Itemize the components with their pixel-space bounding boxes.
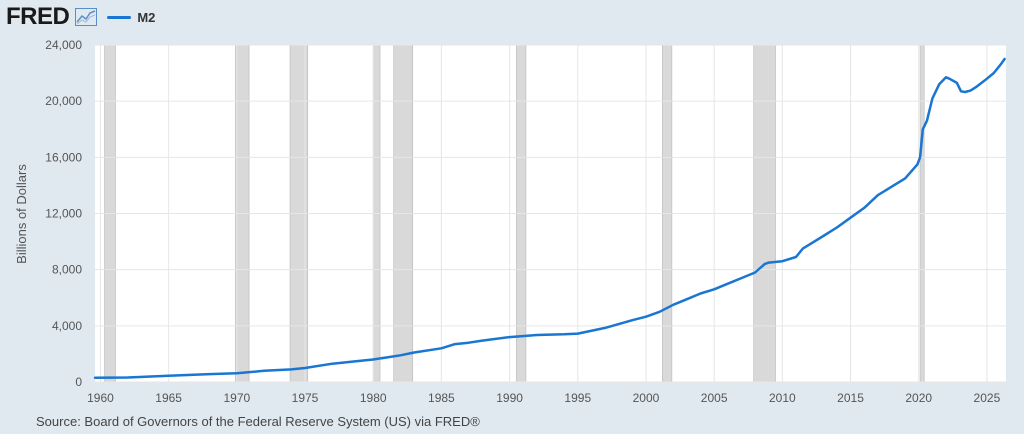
x-tick-label: 1965 xyxy=(155,391,182,405)
x-tick-label: 2015 xyxy=(837,391,864,405)
x-tick-label: 1980 xyxy=(360,391,387,405)
y-tick-label: 16,000 xyxy=(45,150,82,164)
y-axis-ticks: 0 4,000 8,000 12,000 16,000 20,000 24,000 xyxy=(45,38,82,389)
x-tick-label: 2005 xyxy=(701,391,728,405)
chart-header: FRED M2 xyxy=(6,3,155,31)
y-tick-label: 20,000 xyxy=(45,94,82,108)
x-tick-label: 1985 xyxy=(428,391,455,405)
line-chart: 0 4,000 8,000 12,000 16,000 20,000 24,000 1960… xyxy=(14,38,1006,405)
x-tick-label: 1990 xyxy=(496,391,523,405)
x-tick-label: 1960 xyxy=(87,391,114,405)
y-axis-label: Billions of Dollars xyxy=(14,164,29,264)
y-tick-label: 4,000 xyxy=(52,319,82,333)
x-axis-ticks: 1960 1965 1970 1975 1980 1985 1990 1995 2000 2005… xyxy=(87,391,1000,405)
series-line-m2 xyxy=(93,57,1006,380)
legend-label-m2: M2 xyxy=(137,9,156,25)
y-tick-label: 24,000 xyxy=(45,38,82,52)
x-tick-label: 2010 xyxy=(769,391,796,405)
legend-swatch xyxy=(107,15,132,19)
y-tick-label: 8,000 xyxy=(52,263,82,277)
chart-legend: M2 xyxy=(107,10,155,25)
source-note: Source: Board of Governors of the Federa… xyxy=(36,414,480,429)
x-tick-label: 2025 xyxy=(974,391,1001,405)
x-tick-label: 1995 xyxy=(564,391,591,405)
fred-logo[interactable]: FRED xyxy=(6,3,70,30)
x-tick-label: 1970 xyxy=(223,391,250,405)
x-tick-label: 2020 xyxy=(905,391,932,405)
x-tick-label: 2000 xyxy=(633,391,660,405)
y-tick-label: 0 xyxy=(75,375,82,389)
line-chart-icon xyxy=(75,8,98,26)
x-tick-label: 1975 xyxy=(292,391,319,405)
series xyxy=(93,57,1006,380)
y-tick-label: 12,000 xyxy=(45,207,82,221)
grid-lines xyxy=(95,44,1006,383)
